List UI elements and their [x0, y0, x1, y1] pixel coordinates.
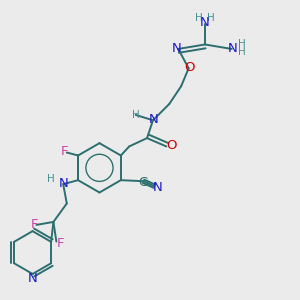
Text: N: N — [228, 42, 238, 55]
Text: N: N — [149, 113, 159, 126]
Text: H: H — [238, 40, 245, 50]
Text: N: N — [172, 42, 182, 55]
Text: N: N — [153, 181, 163, 194]
Text: O: O — [167, 139, 177, 152]
Text: F: F — [30, 218, 38, 231]
Text: C: C — [138, 176, 147, 189]
Text: F: F — [57, 236, 64, 250]
Text: N: N — [28, 272, 38, 285]
Text: H: H — [132, 110, 140, 120]
Text: H: H — [47, 174, 55, 184]
Text: N: N — [200, 16, 210, 29]
Text: H: H — [238, 47, 245, 57]
Text: H: H — [195, 13, 202, 23]
Text: F: F — [61, 146, 68, 158]
Text: H: H — [207, 13, 215, 23]
Text: N: N — [59, 177, 69, 190]
Text: O: O — [184, 61, 194, 74]
